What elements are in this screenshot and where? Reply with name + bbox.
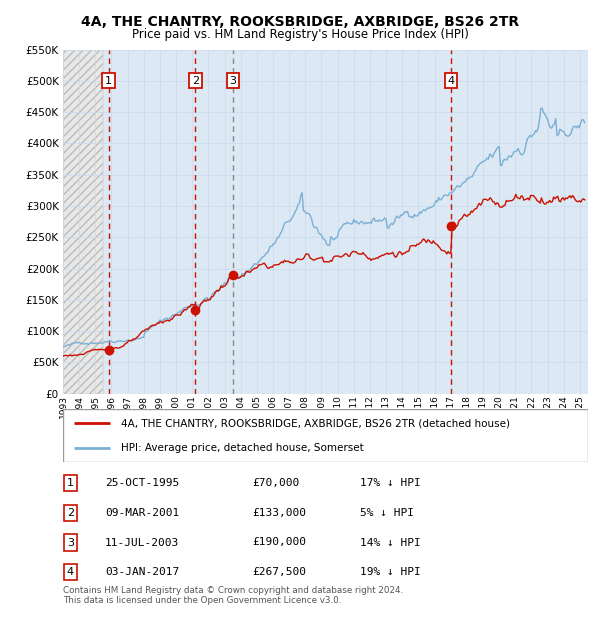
Text: 4A, THE CHANTRY, ROOKSBRIDGE, AXBRIDGE, BS26 2TR (detached house): 4A, THE CHANTRY, ROOKSBRIDGE, AXBRIDGE, …	[121, 418, 510, 428]
Text: 4: 4	[447, 76, 454, 86]
Text: HPI: Average price, detached house, Somerset: HPI: Average price, detached house, Some…	[121, 443, 364, 453]
Text: £70,000: £70,000	[252, 478, 299, 488]
Text: 4A, THE CHANTRY, ROOKSBRIDGE, AXBRIDGE, BS26 2TR: 4A, THE CHANTRY, ROOKSBRIDGE, AXBRIDGE, …	[81, 16, 519, 30]
Text: Contains HM Land Registry data © Crown copyright and database right 2024.
This d: Contains HM Land Registry data © Crown c…	[63, 586, 403, 605]
Text: 2: 2	[192, 76, 199, 86]
Text: 09-MAR-2001: 09-MAR-2001	[105, 508, 179, 518]
Text: 11-JUL-2003: 11-JUL-2003	[105, 538, 179, 547]
Text: 25-OCT-1995: 25-OCT-1995	[105, 478, 179, 488]
Text: 3: 3	[230, 76, 236, 86]
Text: 1: 1	[67, 478, 74, 488]
Text: 19% ↓ HPI: 19% ↓ HPI	[360, 567, 421, 577]
Text: £267,500: £267,500	[252, 567, 306, 577]
Text: 4: 4	[67, 567, 74, 577]
Text: 1: 1	[105, 76, 112, 86]
Text: 14% ↓ HPI: 14% ↓ HPI	[360, 538, 421, 547]
Text: Price paid vs. HM Land Registry's House Price Index (HPI): Price paid vs. HM Land Registry's House …	[131, 28, 469, 41]
Text: £190,000: £190,000	[252, 538, 306, 547]
Text: 17% ↓ HPI: 17% ↓ HPI	[360, 478, 421, 488]
Text: 03-JAN-2017: 03-JAN-2017	[105, 567, 179, 577]
Text: 2: 2	[67, 508, 74, 518]
Text: 5% ↓ HPI: 5% ↓ HPI	[360, 508, 414, 518]
Text: £133,000: £133,000	[252, 508, 306, 518]
Text: 3: 3	[67, 538, 74, 547]
